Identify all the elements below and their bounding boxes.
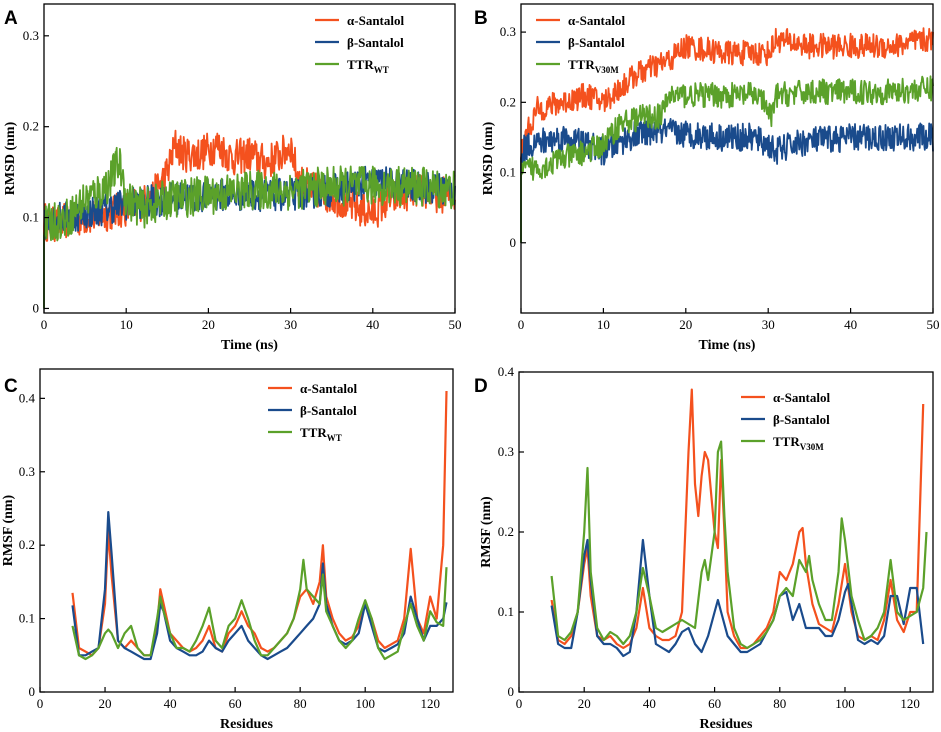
y-tick-label: 0.3 <box>500 24 516 39</box>
x-tick-label: 40 <box>844 317 857 332</box>
x-tick-label: 40 <box>366 317 379 332</box>
legend-label-beta: β-Santalol <box>300 403 357 418</box>
series-line-ttr <box>43 146 456 309</box>
legend-label-alpha: α-Santalol <box>300 381 357 396</box>
series-line-alpha <box>43 129 456 309</box>
legend-label-beta: β-Santalol <box>773 412 830 427</box>
y-tick-label: 0 <box>29 684 36 699</box>
x-tick-label: 0 <box>37 696 44 711</box>
legend: α-Santalol β-Santalol TTRWT <box>315 13 404 75</box>
legend-label-beta: β-Santalol <box>347 35 404 50</box>
x-tick-label: 0 <box>518 317 525 332</box>
panel-b: 0 10 20 30 40 50 0 0.1 0.2 0.3 Time (ns) RMSD (nm) B… <box>474 3 940 353</box>
x-tick-label: 80 <box>773 696 786 711</box>
x-tick-label: 80 <box>294 696 307 711</box>
y-tick-label: 0.3 <box>19 464 35 479</box>
legend-label-beta: β-Santalol <box>568 35 625 50</box>
plot-frame <box>520 3 934 314</box>
x-tick-label: 0 <box>41 317 48 332</box>
x-tick-label: 60 <box>229 696 242 711</box>
legend-label-alpha: α-Santalol <box>773 390 830 405</box>
x-tick-label: 20 <box>202 317 215 332</box>
y-tick-label: 0 <box>33 300 40 315</box>
series-line-alpha <box>520 27 934 243</box>
x-tick-label: 10 <box>120 317 133 332</box>
x-tick-label: 10 <box>597 317 610 332</box>
series-line-alpha <box>71 390 448 657</box>
legend: α-Santalol β-Santalol TTRWT <box>268 381 357 443</box>
series-line-beta <box>550 538 925 658</box>
panel-label: D <box>474 376 488 397</box>
y-axis-label: RMSD (nm) <box>3 121 18 195</box>
x-tick-label: 50 <box>927 317 940 332</box>
panel-label: B <box>474 8 488 29</box>
x-tick-label: 120 <box>900 696 920 711</box>
y-tick-label: 0.1 <box>19 611 35 626</box>
y-tick-label: 0.4 <box>498 364 515 379</box>
y-tick-label: 0.2 <box>23 119 39 134</box>
x-tick-label: 0 <box>516 696 523 711</box>
x-tick-label: 30 <box>762 317 775 332</box>
legend-label-ttr: TTRWT <box>347 57 389 75</box>
panel-a: 0 10 20 30 40 50 0 0.1 0.2 0.3 Time (ns) RMSD (nm) A… <box>3 3 462 353</box>
x-tick-label: 100 <box>835 696 855 711</box>
x-tick-label: 20 <box>99 696 112 711</box>
series-line-ttr <box>71 558 448 661</box>
panel-c: 0 20 40 60 80 100 120 0 0.1 0.2 0.3 0.4 Residues RMSF… <box>1 368 454 732</box>
y-tick-label: 0.1 <box>23 210 39 225</box>
x-tick-label: 50 <box>449 317 462 332</box>
x-tick-label: 30 <box>284 317 297 332</box>
legend: α-Santalol β-Santalol TTRV30M <box>536 13 625 75</box>
legend-label-ttr: TTRWT <box>300 425 342 443</box>
y-tick-label: 0.2 <box>500 94 516 109</box>
x-tick-label: 60 <box>708 696 721 711</box>
x-tick-label: 40 <box>643 696 656 711</box>
x-axis-label: Residues <box>700 717 753 732</box>
y-tick-label: 0.3 <box>23 28 39 43</box>
plot-frame <box>43 3 456 314</box>
legend: α-Santalol β-Santalol TTRV30M <box>741 390 830 452</box>
y-axis-label: RMSF (nm) <box>479 496 494 568</box>
y-tick-label: 0.2 <box>498 524 514 539</box>
y-tick-label: 0 <box>508 684 515 699</box>
x-axis-label: Time (ns) <box>221 338 278 353</box>
panel-label: C <box>4 376 18 397</box>
series-line-beta <box>520 116 934 243</box>
x-axis-label: Residues <box>220 717 273 732</box>
panel-label: A <box>4 8 18 29</box>
y-tick-label: 0.3 <box>498 444 514 459</box>
legend-label-alpha: α-Santalol <box>568 13 625 28</box>
x-tick-label: 100 <box>355 696 375 711</box>
series-line-beta <box>71 510 448 661</box>
y-tick-label: 0.1 <box>498 604 514 619</box>
series-line-ttr <box>520 75 934 243</box>
x-tick-label: 40 <box>164 696 177 711</box>
legend-label-ttr: TTRV30M <box>568 57 619 75</box>
y-tick-label: 0.1 <box>500 165 516 180</box>
x-tick-label: 20 <box>679 317 692 332</box>
series-line-alpha <box>550 388 925 650</box>
y-axis-label: RMSF (nm) <box>1 494 16 566</box>
x-axis-label: Time (ns) <box>699 338 756 353</box>
series-line-ttr <box>550 440 928 650</box>
panel-d: 0 20 40 60 80 100 120 0 0.1 0.2 0.3 0.4 Residues RMSF… <box>474 364 934 732</box>
x-tick-label: 20 <box>578 696 591 711</box>
y-tick-label: 0.4 <box>19 390 36 405</box>
y-tick-label: 0.2 <box>19 537 35 552</box>
y-axis-label: RMSD (nm) <box>481 121 496 195</box>
y-tick-label: 0 <box>510 235 517 250</box>
legend-label-ttr: TTRV30M <box>773 434 824 452</box>
legend-label-alpha: α-Santalol <box>347 13 404 28</box>
x-tick-label: 120 <box>420 696 440 711</box>
plot-frame <box>39 368 454 693</box>
